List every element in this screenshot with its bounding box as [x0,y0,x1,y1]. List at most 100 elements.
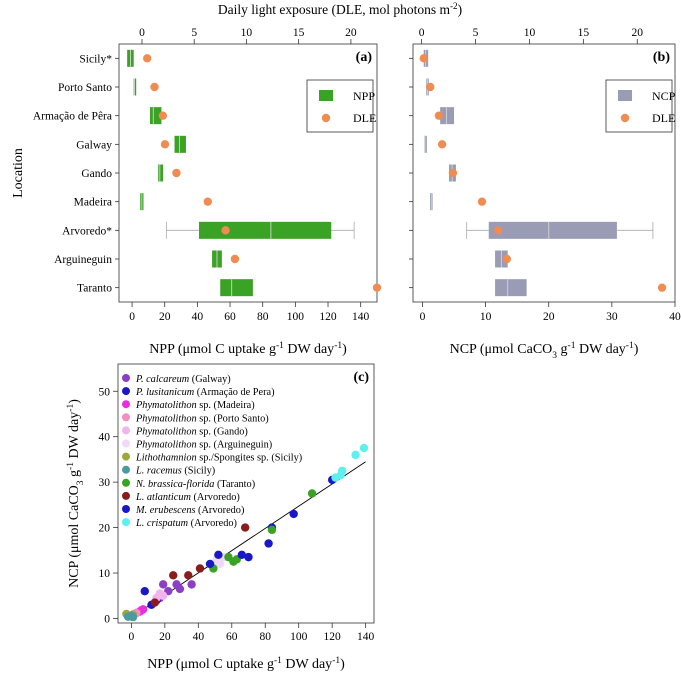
legend-label-b-series: NCP [652,89,676,103]
x-tick-label-a: 100 [287,311,305,323]
location-label-sicily: Sicily* [79,53,112,65]
legend-marker-c-11 [122,518,130,527]
x-tick-label-a: 0 [129,311,135,323]
x-tick-label-a: 140 [352,311,370,323]
x-tick-label-c: 60 [226,631,238,643]
dle-point-a-sicily [143,54,152,63]
legend-marker-c-7 [122,465,130,474]
x-tick-label-a: 60 [224,311,236,323]
dle-point-a-porto-santo [150,82,159,92]
y-tick-label-c: 20 [99,523,111,535]
scatter-point-phymatolithon-sp-madeira [138,605,148,614]
scatter-point-p-lusitanicum-armacao-de-pera [264,539,273,548]
legend-label-c-11: L. crispatum (Arvoredo) [135,518,237,529]
top-tick-label-b: 20 [632,27,644,39]
legend-swatch-b [618,90,632,101]
box-a-taranto [220,279,253,297]
dle-point-b-taranto [657,283,667,292]
panel-label-b: (b) [653,50,670,65]
legend-label-c-5: Phymatolithon sp. (Arguineguin) [135,440,272,451]
legend-label-c-8: N. brassica-florida (Taranto) [135,479,255,490]
legend-marker-c-2 [122,400,130,409]
y-tick-label-c: 0 [104,613,110,625]
x-tick-label-c: 0 [129,631,135,643]
scatter-point-m-erubescens-arvoredo [237,550,247,560]
x-tick-label-b: 30 [606,311,618,323]
legend-label-c-3: Phymatolithon sp. (Porto Santo) [135,413,269,424]
x-tick-label-b: 40 [669,311,681,323]
dle-point-b-sicily [419,54,428,63]
location-label-gando: Gando [81,168,112,180]
legend-label-c-6: Lithothamnion sp./Spongites sp. (Sicily) [135,453,302,464]
box-b-taranto [495,279,527,297]
x-tick-label-c: 140 [357,631,375,643]
scatter-point-n-brassica-florida-taranto [267,525,277,535]
x-tick-label-a: 120 [319,311,337,323]
top-tick-label-a: 15 [293,27,305,39]
legend-a [306,79,374,133]
scatter-point-p-calcareum-galway [158,580,168,589]
top-tick-label-b: 15 [578,27,590,39]
box-b-arvoredo [488,221,617,239]
legend-swatch-a [319,90,333,101]
scatter-point-p-calcareum-galway [175,584,185,594]
legend-dle-marker-b [620,113,630,123]
top-axis-title: Daily light exposure (DLE, mol photons m… [218,1,462,17]
dle-point-a-arguineguin [230,254,240,264]
location-label-madeira: Madeira [74,197,112,209]
location-label-porto-santo: Porto Santo [58,82,112,94]
scatter-point-l-atlanticum-arvoredo [240,523,250,532]
x-axis-title-c: NPP (μmol C uptake g-1 DW day-1) [147,656,345,672]
legend-marker-c-9 [122,491,130,500]
x-axis-title-b: NCP (μmol CaCO3 g-1 DW day-1) [450,341,639,361]
legend-label-c-9: L. atlanticum (Arvoredo) [135,492,240,503]
box-b-armacao-de-pera [440,107,455,125]
box-a-armacao-de-pera [150,107,162,125]
dle-point-b-arvoredo [493,226,503,235]
scatter-point-p-calcareum-galway [187,580,196,589]
top-tick-label-a: 20 [345,27,357,39]
scatter-point-l-crispatum-arvoredo [338,466,347,475]
location-label-arvoredo: Arvoredo* [62,225,112,237]
scatter-point-l-atlanticum-arvoredo [150,598,160,607]
x-axis-title-a: NPP (μmol C uptake g-1 DW day-1) [149,341,347,357]
box-a-galway [174,135,186,153]
scatter-point-m-erubescens-arvoredo [205,559,215,569]
top-tick-label-a: 5 [191,27,197,39]
scatter-point-p-lusitanicum-armacao-de-pera [244,552,253,562]
scatter-point-phymatolithon-sp-arguineguin [215,559,225,569]
y-axis-title-a: Location [11,148,26,198]
dle-point-b-gando [448,168,458,178]
y-tick-label-c: 50 [99,386,111,398]
top-tick-label-a: 10 [241,27,253,39]
y-axis-title-c: NCP (μmol CaCO3 g-1 DW day-1) [66,399,86,588]
legend-label-c-7: L. racemus (Sicily) [135,466,215,477]
panel-label-c: (c) [353,370,369,385]
x-tick-label-c: 80 [259,631,271,643]
box-a-arvoredo [199,221,332,239]
scatter-point-l-atlanticum-arvoredo [169,571,178,580]
x-tick-label-b: 20 [543,311,555,323]
scatter-point-m-erubescens-arvoredo [214,550,223,560]
location-label-taranto: Taranto [77,283,112,295]
dle-point-b-porto-santo [426,82,435,92]
legend-label-b-dle: DLE [652,111,675,125]
dle-point-b-galway [437,140,447,149]
x-tick-label-b: 10 [480,311,492,323]
x-tick-label-c: 100 [290,631,308,643]
dle-point-a-madeira [203,197,212,206]
legend-label-a-series: NPP [353,89,375,103]
legend-marker-c-1 [122,387,130,396]
x-tick-label-a: 20 [159,311,171,323]
dle-point-a-taranto [372,283,382,292]
top-tick-label-b: 10 [524,27,536,39]
box-b-galway [424,135,427,153]
dle-point-a-arvoredo [221,226,230,235]
dle-point-a-gando [172,168,181,178]
panel-c-frame [117,363,375,624]
scatter-point-l-atlanticum-arvoredo [195,564,205,573]
scatter-point-p-lusitanicum-armacao-de-pera [289,509,298,519]
dle-point-a-armacao-de-pera [158,111,168,120]
y-tick-label-c: 10 [99,568,111,580]
legend-marker-c-8 [122,478,130,487]
